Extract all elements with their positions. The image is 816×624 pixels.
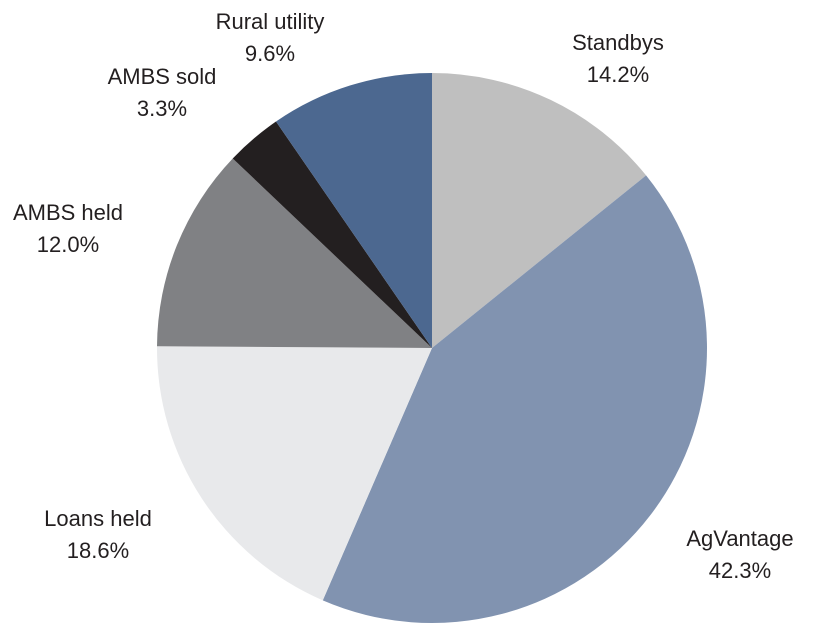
slice-value-label: 42.3%: [709, 558, 771, 583]
pie-slice: [276, 73, 432, 348]
pie-slice: [157, 158, 432, 348]
slice-value-label: 3.3%: [137, 96, 187, 121]
pie-slice: [432, 73, 647, 348]
pie-slice: [232, 121, 432, 348]
slice-value-label: 14.2%: [587, 62, 649, 87]
slice-value-label: 9.6%: [245, 41, 295, 66]
slice-label: AMBS sold: [108, 64, 217, 89]
slice-label: AgVantage: [686, 526, 793, 551]
slice-label: Rural utility: [216, 9, 325, 34]
pie-slice: [157, 346, 433, 601]
pie-slice: [322, 175, 707, 623]
slice-label: Standbys: [572, 30, 664, 55]
slice-label: Loans held: [44, 506, 152, 531]
slice-value-label: 12.0%: [37, 232, 99, 257]
slice-label: AMBS held: [13, 200, 123, 225]
slice-value-label: 18.6%: [67, 538, 129, 563]
